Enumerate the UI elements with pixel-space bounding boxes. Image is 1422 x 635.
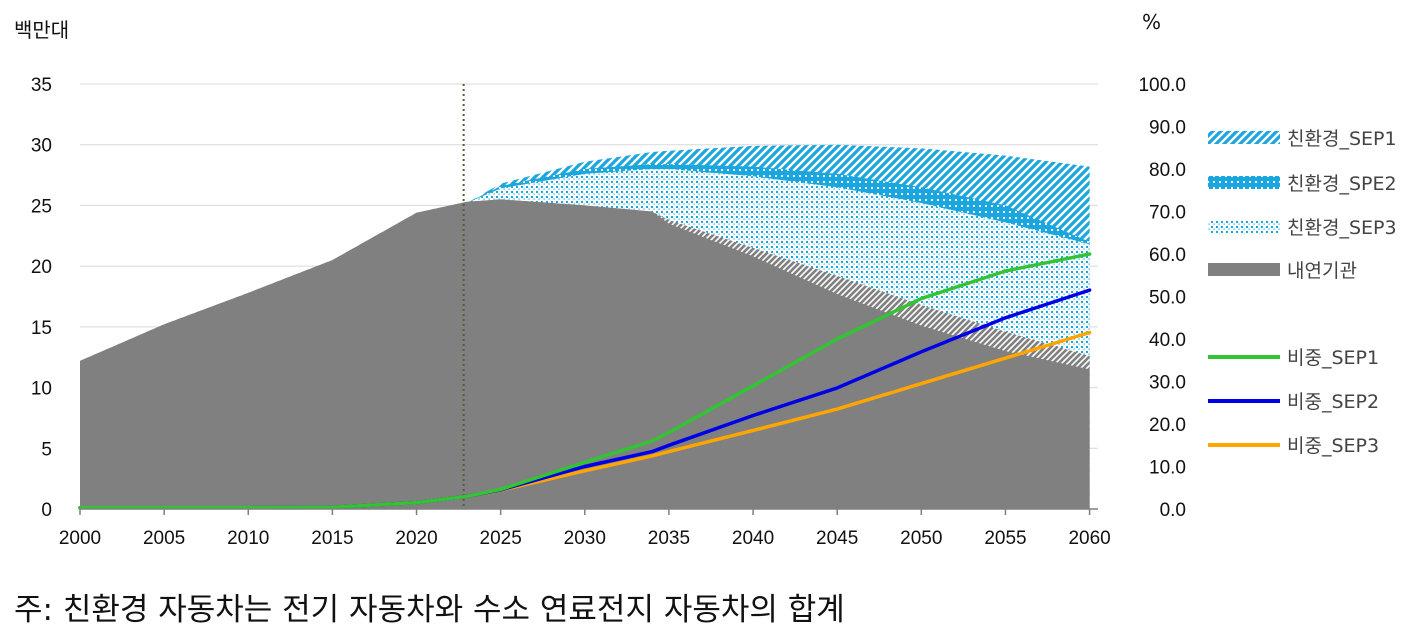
x-axis-ticks: 2000 2005 2010 2015 2020 2025 2030 2035 2040 2045…: [59, 509, 1111, 549]
legend-label: 비중_SEP1: [1287, 347, 1379, 369]
legend-label: 친환경_SEP1: [1287, 128, 1397, 150]
area-내연기관: [80, 199, 1090, 509]
x-tick-label: 2040: [732, 528, 774, 549]
y-right-tick-label: 60.0: [1149, 245, 1186, 266]
y-right-tick-label: 80.0: [1149, 160, 1186, 181]
line-비중_SEP1: [78, 252, 1092, 510]
left-axis-ticks: 0 5 10 15 20 25 30 35: [31, 75, 52, 521]
legend-swatch: [1208, 176, 1280, 189]
x-tick-label: 2045: [816, 528, 858, 549]
legend-label: 친환경_SPE2: [1287, 173, 1397, 195]
y-left-tick-label: 10: [31, 379, 52, 400]
y-right-tick-label: 10.0: [1149, 458, 1186, 479]
legend-swatch: [1208, 263, 1280, 276]
y-left-tick-label: 35: [31, 75, 52, 96]
legend-swatch: [1208, 131, 1280, 144]
y-right-tick-label: 50.0: [1149, 288, 1186, 309]
x-tick-label: 2060: [1068, 528, 1110, 549]
left-axis-unit: 백만대: [14, 18, 70, 42]
x-tick-label: 2005: [143, 528, 185, 549]
y-left-tick-label: 0: [41, 500, 52, 521]
y-right-tick-label: 30.0: [1149, 373, 1186, 394]
share-lines: [78, 252, 1092, 510]
y-left-tick-label: 5: [41, 439, 52, 460]
legend-label: 친환경_SEP3: [1287, 217, 1397, 239]
y-right-tick-label: 90.0: [1149, 118, 1186, 139]
x-tick-label: 2000: [59, 528, 101, 549]
right-axis-ticks: 0.0 10.0 20.0 30.0 40.0 50.0 60.0 70.0 80.0 90.0 1…: [1138, 75, 1186, 521]
x-tick-label: 2030: [564, 528, 606, 549]
y-left-tick-label: 15: [31, 318, 52, 339]
footnote: 주: 친환경 자동차는 전기 자동차와 수소 연료전지 자동차의 합계: [14, 592, 845, 628]
y-left-tick-label: 30: [31, 136, 52, 157]
y-right-tick-label: 0.0: [1160, 500, 1186, 521]
x-tick-label: 2025: [480, 528, 522, 549]
y-right-tick-label: 40.0: [1149, 330, 1186, 351]
y-right-tick-label: 20.0: [1149, 415, 1186, 436]
right-axis-unit: %: [1142, 10, 1162, 34]
legend-swatch: [1208, 220, 1280, 233]
x-tick-label: 2050: [900, 528, 942, 549]
y-left-tick-label: 20: [31, 257, 52, 278]
x-tick-label: 2015: [311, 528, 353, 549]
y-right-tick-label: 70.0: [1149, 203, 1186, 224]
x-tick-label: 2010: [227, 528, 269, 549]
legend-label: 비중_SEP3: [1287, 435, 1379, 457]
legend-label: 내연기관: [1287, 260, 1357, 282]
x-tick-label: 2020: [395, 528, 437, 549]
y-right-tick-label: 100.0: [1138, 75, 1186, 96]
area-series: [80, 144, 1090, 509]
x-tick-label: 2035: [648, 528, 690, 549]
x-tick-label: 2055: [984, 528, 1026, 549]
legend-label: 비중_SEP2: [1287, 391, 1379, 413]
y-left-tick-label: 25: [31, 196, 52, 217]
